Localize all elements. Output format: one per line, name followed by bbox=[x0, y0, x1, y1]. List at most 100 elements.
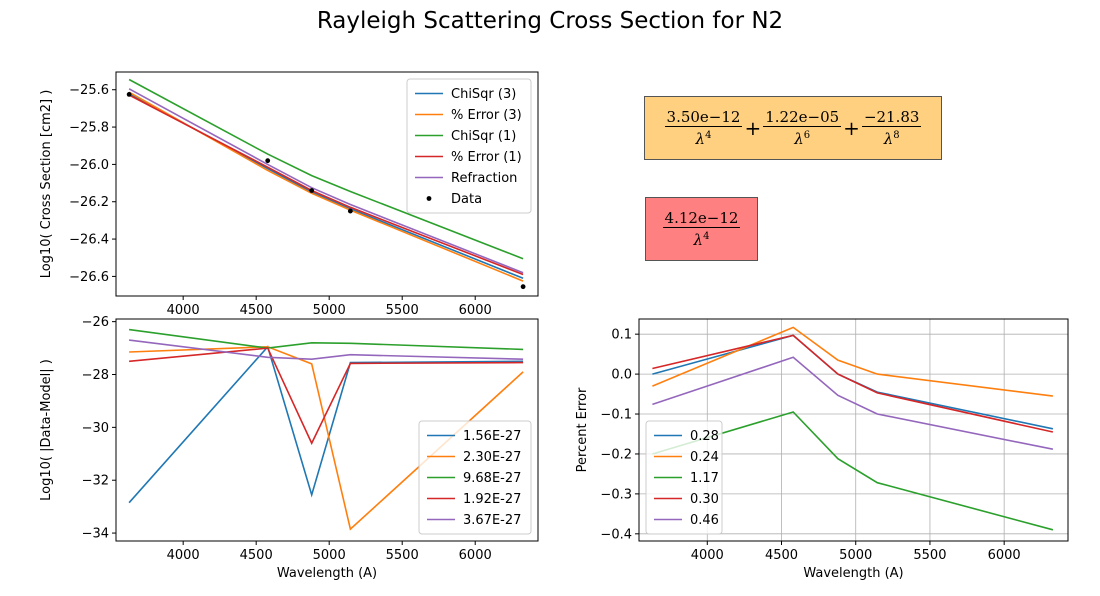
figure-title: Rayleigh Scattering Cross Section for N2 bbox=[316, 8, 784, 34]
y-tick-label: −26.6 bbox=[69, 270, 109, 285]
series-line bbox=[128, 91, 524, 282]
legend-label: 1.56E-27 bbox=[463, 429, 521, 444]
data-point bbox=[347, 208, 353, 214]
equation-fraction: 1.22e−05 λ6 bbox=[763, 108, 842, 148]
chart-bottom-right: 4000 4500 5000 5500 6000 0.1 0.0 −0.1 −0.2 −0.3 −0… bbox=[575, 318, 1069, 581]
legend-label: ChiSqr (1) bbox=[451, 129, 516, 144]
plus-sign: + bbox=[843, 116, 860, 140]
fit1-equation-box: 4.12e−12 λ4 bbox=[645, 197, 758, 261]
x-tick-label: 4000 bbox=[167, 548, 200, 563]
series-line bbox=[652, 356, 1054, 450]
series-line bbox=[128, 88, 524, 274]
x-tick-label: 4000 bbox=[691, 548, 724, 563]
legend-label: 1.17 bbox=[690, 471, 719, 486]
y-axis-label: Log10( Cross Section [cm2] ) bbox=[39, 90, 54, 279]
y-tick-label: −0.3 bbox=[600, 487, 632, 502]
x-tick-label: 5000 bbox=[839, 548, 872, 563]
data-point bbox=[265, 158, 271, 164]
data-point bbox=[126, 92, 132, 97]
legend-marker bbox=[426, 196, 432, 201]
chart-top-left: 4000 4500 5000 5500 6000 −25.6 −25.8 −26.0 −26.2… bbox=[39, 71, 539, 318]
plus-sign: + bbox=[744, 116, 762, 140]
legend-label: Refraction bbox=[451, 171, 517, 186]
fraction-denominator: λ4 bbox=[693, 231, 710, 249]
x-tick-label: 4500 bbox=[240, 303, 273, 318]
series-line bbox=[129, 347, 524, 446]
series-line bbox=[128, 328, 524, 351]
chart-bottom-left: 4000 4500 5000 5500 6000 −26 −28 −30 −32 −34 Wavel… bbox=[39, 315, 539, 581]
series-line bbox=[128, 345, 524, 504]
legend-label: 1.92E-27 bbox=[463, 492, 521, 507]
y-tick-label: −26.4 bbox=[69, 233, 109, 248]
y-tick-label: −0.2 bbox=[600, 447, 632, 462]
series-line bbox=[129, 345, 524, 531]
fraction-denominator: λ4 bbox=[695, 130, 712, 148]
axes-frame bbox=[638, 318, 1069, 542]
x-axis-label: Wavelength (A) bbox=[803, 566, 903, 581]
legend-label: 0.24 bbox=[690, 450, 719, 465]
y-tick-label: −26 bbox=[82, 315, 109, 330]
fit3-equation-box: 3.50e−12 λ4 +1.22e−05 λ6 + −21.83 λ8 bbox=[644, 96, 942, 160]
equation-fraction: 4.12e−12 λ4 bbox=[662, 209, 741, 249]
data-point bbox=[520, 284, 526, 290]
legend-label: 0.28 bbox=[690, 429, 719, 444]
x-tick-label: 5500 bbox=[386, 303, 419, 318]
series-line bbox=[652, 411, 1054, 531]
axes-frame bbox=[115, 71, 539, 297]
legend-label: 0.30 bbox=[690, 492, 719, 507]
legend-frame bbox=[406, 78, 532, 214]
x-tick-label: 5000 bbox=[313, 303, 346, 318]
x-tick-label: 4500 bbox=[765, 548, 798, 563]
legend-frame bbox=[418, 420, 532, 535]
series-line bbox=[652, 326, 1053, 397]
fraction-exponent: 6 bbox=[803, 130, 811, 141]
legend-label: % Error (1) bbox=[451, 150, 522, 165]
y-tick-label: −26.2 bbox=[69, 195, 109, 210]
legend-label: 9.68E-27 bbox=[463, 471, 521, 486]
y-tick-label: 0.0 bbox=[611, 368, 632, 383]
x-tick-label: 5500 bbox=[913, 548, 946, 563]
series-line bbox=[128, 78, 524, 260]
fraction-exponent: 4 bbox=[705, 130, 712, 141]
y-axis-label: Percent Error bbox=[575, 387, 590, 472]
series-line bbox=[652, 334, 1054, 433]
fraction-exponent: 8 bbox=[893, 130, 900, 141]
fraction-numerator: 4.12e−12 bbox=[662, 209, 741, 228]
x-tick-label: 5500 bbox=[386, 548, 419, 563]
fraction-numerator: −21.83 bbox=[861, 108, 922, 127]
y-tick-label: −34 bbox=[82, 527, 109, 542]
y-tick-label: −26.0 bbox=[69, 158, 109, 173]
y-axis-label: Log10( |Data-Model| ) bbox=[39, 359, 54, 501]
legend-label: 3.67E-27 bbox=[463, 513, 521, 528]
fraction-denominator: λ6 bbox=[794, 130, 811, 148]
fraction-numerator: 3.50e−12 bbox=[664, 108, 743, 127]
legend-label: % Error (3) bbox=[451, 108, 522, 123]
y-tick-label: −25.8 bbox=[69, 121, 109, 136]
legend: 1.56E-27 2.30E-27 9.68E-27 1.92E-27 3.67E-27 bbox=[418, 420, 532, 535]
x-tick-label: 4000 bbox=[167, 303, 200, 318]
x-axis-label: Wavelength (A) bbox=[277, 566, 377, 581]
y-tick-label: 0.1 bbox=[611, 328, 632, 343]
legend: 0.28 0.24 1.17 0.30 0.46 bbox=[645, 420, 723, 535]
y-tick-label: −0.4 bbox=[600, 527, 632, 542]
legend-label: Data bbox=[451, 192, 482, 207]
x-tick-label: 5000 bbox=[313, 548, 346, 563]
x-tick-label: 6000 bbox=[459, 303, 492, 318]
y-tick-label: −0.1 bbox=[600, 408, 632, 423]
y-tick-label: −25.6 bbox=[69, 83, 109, 98]
data-point bbox=[309, 188, 315, 193]
y-tick-label: −30 bbox=[82, 421, 109, 436]
fraction-numerator: 1.22e−05 bbox=[763, 108, 842, 127]
x-tick-label: 6000 bbox=[459, 548, 492, 563]
legend: ChiSqr (3) % Error (3) ChiSqr (1) % Error (… bbox=[406, 78, 532, 214]
legend-frame bbox=[645, 420, 723, 535]
y-tick-label: −28 bbox=[82, 368, 109, 383]
y-tick-label: −32 bbox=[82, 474, 109, 489]
fraction-denominator: λ8 bbox=[883, 130, 900, 148]
fraction-exponent: 4 bbox=[703, 231, 710, 242]
equation-fraction: 3.50e−12 λ4 bbox=[664, 108, 743, 148]
series-line bbox=[129, 339, 524, 361]
legend-label: 0.46 bbox=[690, 513, 719, 528]
axes-frame bbox=[115, 318, 539, 542]
series-line bbox=[652, 334, 1054, 430]
